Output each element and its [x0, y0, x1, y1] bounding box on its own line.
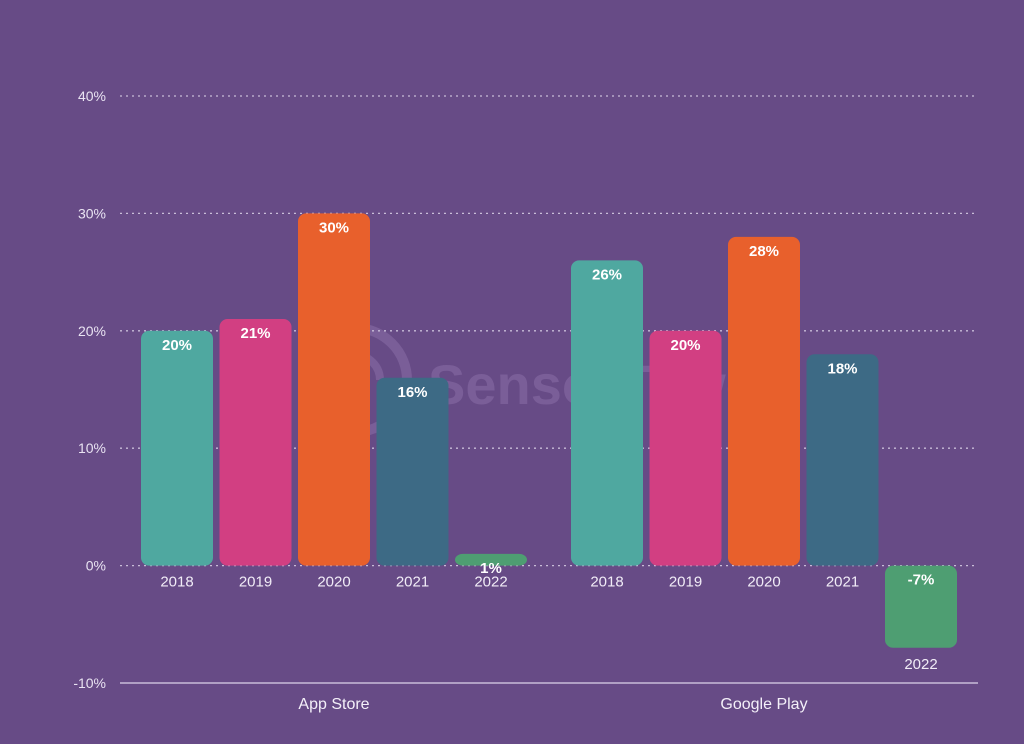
bar[interactable] — [806, 354, 879, 566]
bar-value-label: 28% — [749, 243, 779, 260]
bar-value-label: 16% — [397, 384, 427, 401]
x-category-label: 2021 — [396, 574, 429, 591]
x-category-label: 2020 — [317, 574, 350, 591]
bar[interactable] — [376, 377, 449, 566]
bar-value-label: 26% — [592, 266, 622, 283]
bar-layer — [141, 213, 957, 648]
bar[interactable] — [649, 330, 722, 566]
bar[interactable] — [455, 553, 527, 566]
bar-value-label: 20% — [162, 337, 192, 354]
x-category-label: 2020 — [747, 574, 780, 591]
bar-value-label: 21% — [240, 325, 270, 342]
bar[interactable] — [728, 236, 800, 566]
bar[interactable] — [298, 213, 370, 566]
bar-value-label: 30% — [319, 219, 349, 236]
y-tick-label: 40% — [78, 88, 106, 104]
bar[interactable] — [141, 330, 213, 566]
bar[interactable] — [885, 565, 957, 648]
bar[interactable] — [571, 260, 643, 566]
label-layer: 40% 30% 20% 10% 0% -10% 20% 2018 21% 2019 30% 2020 1… — [73, 88, 937, 713]
y-tick-label: 20% — [78, 323, 106, 339]
group-label: App Store — [298, 696, 369, 713]
x-category-label: 2019 — [669, 574, 702, 591]
x-category-label: 2022 — [904, 656, 937, 673]
bar-value-label: 18% — [827, 360, 857, 377]
y-tick-label: 30% — [78, 205, 106, 221]
y-tick-label: -10% — [73, 675, 106, 691]
bar-value-label: 20% — [670, 337, 700, 354]
x-category-label: 2018 — [590, 574, 623, 591]
y-tick-label: 10% — [78, 440, 106, 456]
x-category-label: 2018 — [160, 574, 193, 591]
x-category-label: 2019 — [239, 574, 272, 591]
y-tick-label: 0% — [86, 558, 106, 574]
x-category-label: 2022 — [474, 574, 507, 591]
bar-value-label: 1% — [480, 560, 502, 577]
group-label: Google Play — [720, 696, 807, 713]
x-category-label: 2021 — [826, 574, 859, 591]
bar[interactable] — [219, 319, 292, 566]
bar-value-label: -7% — [908, 572, 935, 589]
